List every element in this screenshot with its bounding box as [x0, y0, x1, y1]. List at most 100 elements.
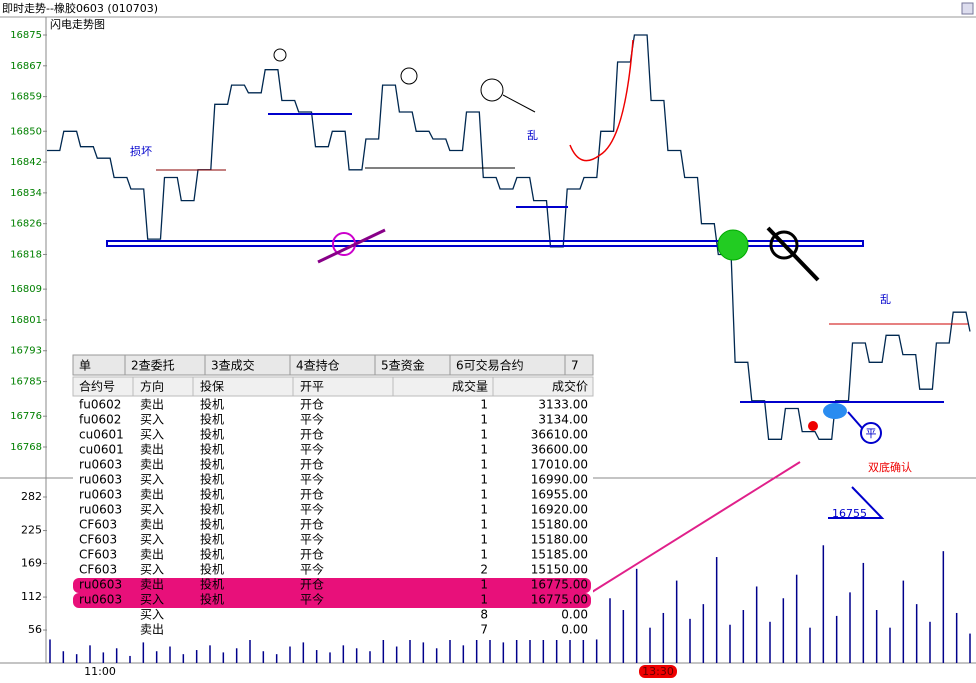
table-cell: 1	[480, 518, 488, 532]
table-cell: 16990.00	[531, 473, 588, 487]
table-cell: 卖出	[140, 623, 164, 637]
tab[interactable]: 4查持仓	[296, 358, 340, 373]
tab[interactable]: 5查资金	[381, 358, 425, 373]
table-cell: 平今	[300, 592, 324, 607]
tab[interactable]: 7	[571, 359, 579, 373]
table-cell: 投机	[200, 412, 224, 427]
table-cell: 1	[480, 548, 488, 562]
y-tick-label: 16850	[10, 126, 42, 137]
table-cell: 平今	[300, 442, 324, 457]
column-header: 开平	[300, 380, 324, 394]
table-cell: 15150.00	[531, 563, 588, 577]
tab[interactable]: 单	[79, 359, 91, 373]
table-cell: ru0603	[79, 593, 122, 607]
row-highlight	[73, 578, 591, 593]
table-cell: 投机	[200, 532, 224, 547]
table-cell: 平今	[300, 562, 324, 577]
table-cell: 1	[480, 533, 488, 547]
table-cell: 3133.00	[538, 398, 588, 412]
table-cell: 买入	[140, 503, 164, 517]
table-cell: 0.00	[561, 608, 588, 622]
y-tick-label: 16818	[10, 249, 42, 260]
table-cell: 0.00	[561, 623, 588, 637]
table-cell: 36610.00	[531, 428, 588, 442]
table-cell: 8	[480, 608, 488, 622]
table-cell: 投机	[200, 547, 224, 562]
trade-table: 单 2查委托 3查成交 4查持仓 5查资金 6可交易合约 7 合约号 方向 投保 开平 成交量 成交价 f…	[72, 354, 594, 640]
table-cell: CF603	[79, 518, 117, 532]
table-cell: 买入	[140, 473, 164, 487]
annotation: 平	[866, 427, 877, 440]
y-tick-label: 16768	[10, 442, 42, 453]
table-cell: CF603	[79, 533, 117, 547]
table-cell: 投机	[200, 397, 224, 412]
tab[interactable]: 3查成交	[211, 358, 255, 373]
table-cell: 1	[480, 578, 488, 592]
table-cell: 1	[480, 458, 488, 472]
table-cell: 投机	[200, 562, 224, 577]
table-cell: 36600.00	[531, 443, 588, 457]
table-cell: 平今	[300, 502, 324, 517]
table-cell: 投机	[200, 487, 224, 502]
time-marker	[639, 665, 677, 678]
table-cell: 卖出	[140, 548, 164, 562]
table-cell: 平今	[300, 412, 324, 427]
table-cell: 投机	[200, 517, 224, 532]
table-cell: 投机	[200, 457, 224, 472]
y-tick-label: 16834	[10, 188, 42, 199]
volume-tick-label: 282	[21, 490, 42, 503]
table-cell: 投机	[200, 442, 224, 457]
table-cell: 16920.00	[531, 503, 588, 517]
y-tick-label: 16826	[10, 219, 42, 230]
table-cell: 16955.00	[531, 488, 588, 502]
table-cell: 投机	[200, 577, 224, 592]
annotation: 乱	[880, 293, 891, 306]
table-cell: 16775.00	[531, 578, 588, 592]
table-cell: 卖出	[140, 488, 164, 502]
table-cell: 卖出	[140, 578, 164, 592]
column-header: 投保	[200, 379, 224, 394]
table-cell: 开仓	[300, 428, 324, 442]
table-cell: 买入	[140, 593, 164, 607]
table-cell: 1	[480, 503, 488, 517]
y-tick-label: 16842	[10, 157, 42, 168]
table-cell: ru0603	[79, 503, 122, 517]
table-cell: 卖出	[140, 398, 164, 412]
annotation: 损坏	[130, 144, 152, 158]
table-cell: 1	[480, 488, 488, 502]
chart-subtitle: 闪电走势图	[50, 17, 105, 31]
table-cell: 买入	[140, 608, 164, 622]
table-cell: 开仓	[300, 458, 324, 472]
table-cell: ru0603	[79, 578, 122, 592]
tab[interactable]: 6可交易合约	[456, 358, 524, 373]
table-cell: 平今	[300, 532, 324, 547]
table-cell: 15185.00	[531, 548, 588, 562]
y-tick-label: 16809	[10, 284, 42, 295]
window-button[interactable]	[961, 2, 974, 15]
table-cell: 16775.00	[531, 593, 588, 607]
table-cell: 开仓	[300, 548, 324, 562]
column-header: 合约号	[79, 379, 115, 394]
table-cell: 17010.00	[531, 458, 588, 472]
annotation: 16755	[832, 507, 867, 520]
y-tick-label: 16867	[10, 61, 42, 72]
table-cell: 1	[480, 428, 488, 442]
column-header: 成交量	[452, 379, 488, 394]
table-cell: cu0601	[79, 443, 124, 457]
volume-tick-label: 169	[21, 557, 42, 570]
volume-tick-label: 112	[21, 590, 42, 603]
table-cell: 1	[480, 443, 488, 457]
tab[interactable]: 2查委托	[131, 359, 175, 373]
table-cell: 开仓	[300, 578, 324, 592]
time-label: 13:30	[642, 665, 674, 678]
table-cell: ru0603	[79, 458, 122, 472]
column-header: 成交价	[552, 379, 588, 394]
table-cell: 卖出	[140, 443, 164, 457]
table-cell: 投机	[200, 502, 224, 517]
table-cell: 平今	[300, 472, 324, 487]
table-cell: 3134.00	[538, 413, 588, 427]
table-cell: 7	[480, 623, 488, 637]
table-cell: 开仓	[300, 518, 324, 532]
annotation: 双底确认	[868, 460, 912, 474]
